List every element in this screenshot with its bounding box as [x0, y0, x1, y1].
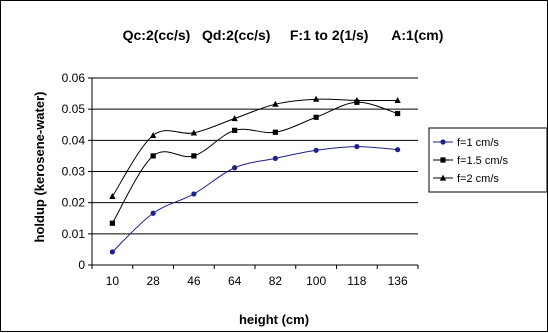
data-point-series-3 — [272, 100, 279, 107]
data-point-series-3 — [353, 97, 361, 104]
data-point-series-1 — [150, 210, 156, 216]
legend-label: f=1.5 cm/s — [457, 155, 509, 167]
plot-area: 0 0.01 0.02 0.03 0.04 0.05 0.06 10 28 46 64 82 100 11… — [62, 71, 419, 288]
y-tick-label: 0.04 — [62, 133, 86, 147]
series-line-1 — [112, 146, 398, 253]
y-tick-label: 0.06 — [62, 71, 86, 85]
y-tick-label: 0.01 — [62, 227, 86, 241]
y-tick-label: 0.03 — [62, 165, 86, 179]
data-point-series-3 — [109, 193, 116, 200]
legend-marker — [440, 157, 446, 163]
x-tick-label: 100 — [306, 274, 326, 288]
legend-marker — [440, 139, 446, 145]
data-point-series-2 — [395, 110, 401, 117]
data-point-series-3 — [149, 131, 157, 138]
data-point-series-2 — [150, 153, 156, 159]
legend-marker — [439, 174, 447, 181]
y-tick-label: 0.02 — [62, 196, 86, 210]
data-point-series-2 — [272, 129, 278, 135]
x-tick-label: 136 — [388, 274, 408, 288]
chart-title: Qc:2(cc/s) Qd:2(cc/s) F:1 to 2(1/s) A:1(… — [123, 27, 444, 43]
y-tick-label: 0 — [78, 258, 85, 272]
data-point-series-1 — [232, 165, 238, 171]
x-tick-label: 118 — [347, 274, 366, 288]
data-point-series-1 — [395, 147, 401, 153]
data-point-series-1 — [109, 249, 115, 255]
y-tick-label: 0.05 — [62, 102, 86, 116]
x-tick-label: 28 — [146, 274, 160, 288]
data-point-series-3 — [394, 97, 401, 104]
data-point-series-3 — [312, 95, 320, 102]
data-point-series-3 — [231, 115, 238, 122]
data-point-series-2 — [232, 127, 238, 133]
data-point-series-2 — [191, 153, 197, 159]
data-point-series-1 — [313, 147, 319, 153]
data-point-series-2 — [313, 114, 319, 120]
legend-label: f=2 cm/s — [457, 173, 499, 185]
data-point-series-3 — [190, 129, 198, 136]
series-line-2 — [111, 101, 398, 224]
x-tick-label: 46 — [187, 274, 201, 288]
data-point-series-2 — [109, 220, 115, 226]
data-point-series-1 — [272, 155, 278, 162]
legend: f=1 cm/s f=1.5 cm/s f=2 cm/s — [428, 127, 548, 193]
data-point-series-1 — [191, 191, 197, 197]
data-point-series-1 — [354, 143, 360, 150]
y-axis-title: holdup (kerosene-water) — [32, 92, 47, 243]
x-tick-label: 82 — [269, 274, 283, 288]
x-tick-label: 10 — [106, 274, 120, 288]
x-tick-label: 64 — [228, 274, 242, 288]
legend-label: f=1 cm/s — [457, 137, 499, 149]
x-axis-title: height (cm) — [239, 312, 309, 327]
